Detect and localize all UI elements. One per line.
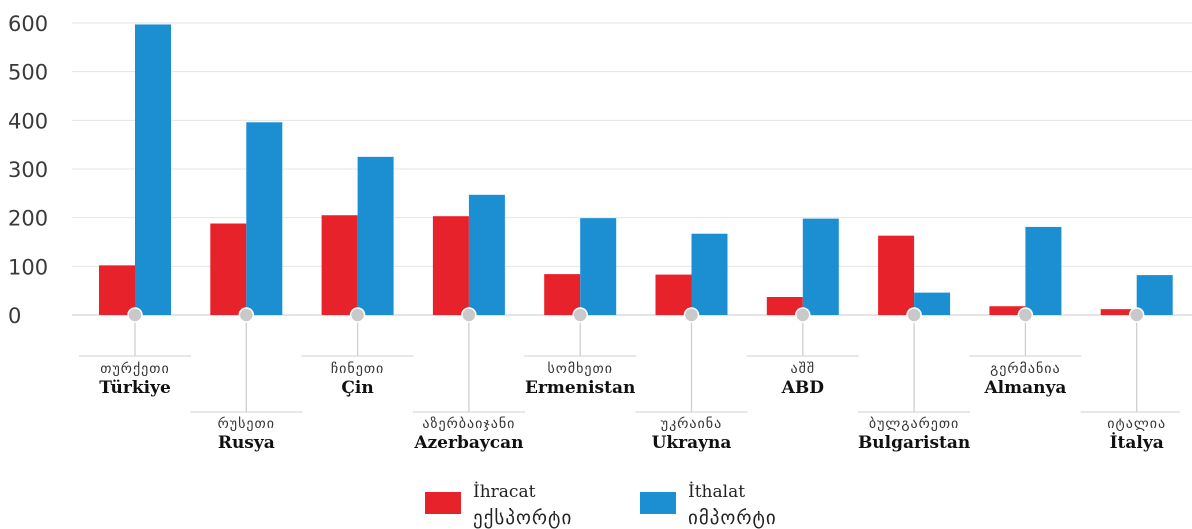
category-marker <box>1017 307 1034 323</box>
category-label-ka: იტალია <box>1107 416 1166 432</box>
bar-import <box>468 194 505 315</box>
legend-label-export-ka: ექსპორტი <box>473 507 572 529</box>
category-marker <box>572 307 588 323</box>
bar-export <box>432 216 469 315</box>
legend-swatch-import <box>640 492 676 514</box>
legend-swatch-export <box>425 492 461 514</box>
bar-export <box>989 306 1026 315</box>
bars <box>99 24 1173 316</box>
legend-label-import-ka: იმპორტი <box>688 507 777 529</box>
legend-label-export: İhracat <box>473 481 536 502</box>
category-label-tr: Ermenistan <box>525 378 635 398</box>
category-marker <box>127 307 143 323</box>
category-marker <box>906 307 922 323</box>
bar-import <box>1025 226 1062 315</box>
bar-import <box>691 233 728 315</box>
category-label-ka: უკრაინა <box>661 415 722 432</box>
category-label-tr: Çin <box>341 378 373 398</box>
bar-import <box>135 24 171 316</box>
category-markers <box>127 307 1145 323</box>
category-label-tr: Rusya <box>218 433 275 453</box>
y-tick-label: 400 <box>8 109 48 133</box>
bar-export <box>210 223 247 315</box>
category-label-ka: გერმანია <box>990 360 1060 377</box>
legend-label-import: İthalat <box>688 481 745 502</box>
category-label-ka: რუსეთი <box>218 415 275 432</box>
category-marker <box>349 307 366 323</box>
category-label-tr: Ukrayna <box>652 433 732 453</box>
y-tick-label: 200 <box>8 207 48 231</box>
bar-export <box>544 274 581 315</box>
bar-import <box>914 292 951 315</box>
bar-import <box>357 156 394 315</box>
category-marker <box>795 307 811 323</box>
category-marker <box>1128 307 1145 323</box>
bar-export <box>321 215 358 315</box>
bar-export <box>655 274 692 315</box>
y-axis-ticks: 0 100 200 300 400 500 600 <box>8 12 48 328</box>
y-tick-label: 100 <box>8 255 48 279</box>
y-tick-label: 0 <box>8 304 21 328</box>
category-label-ka: თურქეთი <box>100 360 169 377</box>
legend: İhracat ექსპორტი İthalat იმპორტი <box>425 481 777 529</box>
bar-import <box>802 218 839 315</box>
y-tick-label: 600 <box>8 12 48 36</box>
category-label-tr: Türkiye <box>99 378 171 398</box>
bar-export <box>99 265 135 315</box>
bar-export <box>766 296 803 315</box>
category-label-ka: აშშ <box>790 361 815 377</box>
category-label-ka: სომხეთი <box>547 361 613 377</box>
bar-import <box>246 122 283 315</box>
bar-export <box>1100 309 1137 315</box>
category-label-ka: ჩინეთი <box>331 361 384 377</box>
y-tick-label: 300 <box>8 158 48 182</box>
bar-export <box>878 235 915 315</box>
category-label-tr: Almanya <box>983 378 1066 398</box>
category-label-tr: Azerbaycan <box>413 433 523 453</box>
bar-import <box>1136 275 1173 315</box>
category-label-tr: ABD <box>781 378 825 398</box>
bar-import <box>580 218 617 315</box>
category-label-ka: ბულგარეთი <box>869 415 959 432</box>
category-marker <box>683 307 700 323</box>
category-label-tr: Bulgaristan <box>858 433 970 453</box>
category-label-ka: აზერბაიჯანი <box>422 415 515 432</box>
category-label-tr: İtalya <box>1110 432 1164 453</box>
category-marker <box>238 307 255 323</box>
y-tick-label: 500 <box>8 61 48 85</box>
category-marker <box>461 307 477 323</box>
